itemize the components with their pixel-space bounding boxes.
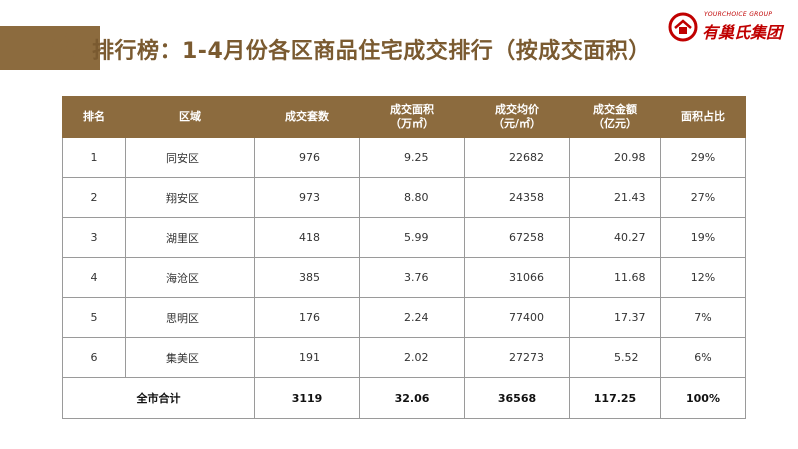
- header-district: 区域: [125, 96, 255, 138]
- cell-total-area: 32.06: [359, 377, 465, 419]
- cell-total-amount: 117.25: [569, 377, 661, 419]
- cell-district: 同安区: [125, 137, 255, 178]
- page-title: 排行榜：1-4月份各区商品住宅成交排行（按成交面积）: [92, 39, 651, 64]
- cell-district: 集美区: [125, 337, 255, 378]
- nest-logo-icon: [668, 12, 698, 42]
- cell-price: 67258: [464, 217, 570, 258]
- cell-units: 176: [254, 297, 360, 338]
- table-header-row: 排名 区域 成交套数 成交面积 （万㎡） 成交均价 （元/㎡） 成交金额 （亿元…: [62, 96, 746, 138]
- cell-rank: 5: [62, 297, 126, 338]
- cell-area: 2.24: [359, 297, 465, 338]
- table-row: 3 湖里区 418 5.99 67258 40.27 19%: [62, 217, 746, 258]
- header-area-label: 成交面积: [390, 103, 434, 116]
- table-total-row: 全市合计 3119 32.06 36568 117.25 100%: [62, 377, 746, 419]
- company-logo: YOURCHOICE GROUP 有巢氏集团: [668, 8, 794, 44]
- cell-price: 27273: [464, 337, 570, 378]
- table-row: 6 集美区 191 2.02 27273 5.52 6%: [62, 337, 746, 378]
- cell-area: 9.25: [359, 137, 465, 178]
- header-price-label: 成交均价: [495, 103, 539, 116]
- cell-amount: 40.27: [569, 217, 661, 258]
- cell-amount: 17.37: [569, 297, 661, 338]
- table-row: 5 思明区 176 2.24 77400 17.37 7%: [62, 297, 746, 338]
- header-units: 成交套数: [254, 96, 360, 138]
- cell-units: 973: [254, 177, 360, 218]
- cell-total-label: 全市合计: [62, 377, 255, 419]
- cell-share: 29%: [660, 137, 746, 178]
- cell-amount: 21.43: [569, 177, 661, 218]
- cell-share: 27%: [660, 177, 746, 218]
- ranking-table: 排名 区域 成交套数 成交面积 （万㎡） 成交均价 （元/㎡） 成交金额 （亿元…: [62, 96, 746, 419]
- table-row: 2 翔安区 973 8.80 24358 21.43 27%: [62, 177, 746, 218]
- cell-units: 385: [254, 257, 360, 298]
- cell-area: 2.02: [359, 337, 465, 378]
- cell-share: 12%: [660, 257, 746, 298]
- header-amount-label: 成交金额: [593, 103, 637, 116]
- cell-total-share: 100%: [660, 377, 746, 419]
- cell-district: 湖里区: [125, 217, 255, 258]
- header-area-unit: （万㎡）: [390, 117, 434, 130]
- header-amount-unit: （亿元）: [593, 117, 637, 130]
- logo-english-text: YOURCHOICE GROUP: [704, 11, 773, 18]
- cell-rank: 3: [62, 217, 126, 258]
- cell-rank: 4: [62, 257, 126, 298]
- cell-total-price: 36568: [464, 377, 570, 419]
- cell-area: 8.80: [359, 177, 465, 218]
- header-price: 成交均价 （元/㎡）: [464, 96, 570, 138]
- cell-price: 22682: [464, 137, 570, 178]
- header-area: 成交面积 （万㎡）: [359, 96, 465, 138]
- cell-area: 5.99: [359, 217, 465, 258]
- cell-price: 77400: [464, 297, 570, 338]
- cell-total-units: 3119: [254, 377, 360, 419]
- cell-area: 3.76: [359, 257, 465, 298]
- cell-rank: 1: [62, 137, 126, 178]
- cell-share: 6%: [660, 337, 746, 378]
- header-rank: 排名: [62, 96, 126, 138]
- cell-units: 418: [254, 217, 360, 258]
- cell-price: 24358: [464, 177, 570, 218]
- header-amount: 成交金额 （亿元）: [569, 96, 661, 138]
- cell-district: 翔安区: [125, 177, 255, 218]
- cell-amount: 20.98: [569, 137, 661, 178]
- cell-amount: 11.68: [569, 257, 661, 298]
- header-share: 面积占比: [660, 96, 746, 138]
- table-row: 1 同安区 976 9.25 22682 20.98 29%: [62, 137, 746, 178]
- cell-share: 19%: [660, 217, 746, 258]
- table-row: 4 海沧区 385 3.76 31066 11.68 12%: [62, 257, 746, 298]
- cell-units: 191: [254, 337, 360, 378]
- cell-amount: 5.52: [569, 337, 661, 378]
- cell-district: 思明区: [125, 297, 255, 338]
- header-price-unit: （元/㎡）: [492, 117, 542, 130]
- logo-chinese-text: 有巢氏集团: [702, 23, 783, 42]
- cell-rank: 6: [62, 337, 126, 378]
- cell-units: 976: [254, 137, 360, 178]
- cell-district: 海沧区: [125, 257, 255, 298]
- cell-price: 31066: [464, 257, 570, 298]
- cell-share: 7%: [660, 297, 746, 338]
- cell-rank: 2: [62, 177, 126, 218]
